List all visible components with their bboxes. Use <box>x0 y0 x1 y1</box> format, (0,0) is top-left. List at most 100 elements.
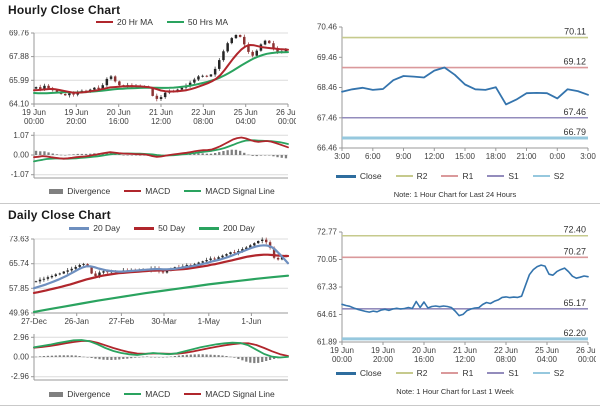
legend-label: 50 Hrs MA <box>187 17 229 27</box>
svg-text:57.85: 57.85 <box>9 284 30 293</box>
legend-item: MACD Signal Line <box>184 186 275 196</box>
svg-text:22 Jun: 22 Jun <box>494 346 518 355</box>
svg-text:1-May: 1-May <box>198 317 220 326</box>
svg-text:20:00: 20:00 <box>66 117 87 126</box>
svg-text:20 Jun: 20 Jun <box>107 108 131 117</box>
legend-item: Divergence <box>49 389 110 399</box>
legend-swatch <box>49 188 64 194</box>
svg-text:68.46: 68.46 <box>317 83 338 92</box>
svg-text:1-Jun: 1-Jun <box>241 317 261 326</box>
svg-text:12:00: 12:00 <box>455 355 476 364</box>
svg-text:70.46: 70.46 <box>317 23 338 32</box>
svg-text:19 Jun: 19 Jun <box>371 346 395 355</box>
svg-text:00:00: 00:00 <box>578 355 596 364</box>
svg-text:19 Jun: 19 Jun <box>64 108 88 117</box>
legend-label: Divergence <box>67 186 111 196</box>
svg-text:21 Jun: 21 Jun <box>453 346 477 355</box>
svg-text:-2.96: -2.96 <box>11 372 30 381</box>
legend-item: Close <box>335 171 382 181</box>
svg-text:0:00: 0:00 <box>550 152 566 161</box>
legend-swatch <box>124 393 142 395</box>
daily-pivot-note: Note: 1 Hour Chart for Last 1 Week <box>396 387 514 396</box>
svg-text:67.88: 67.88 <box>9 52 30 61</box>
legend-swatch <box>335 174 356 178</box>
legend-label: R1 <box>462 171 474 181</box>
daily-ma-legend: 20 Day 50 Day 200 Day <box>30 223 294 233</box>
svg-text:25 Jun: 25 Jun <box>234 108 258 117</box>
svg-text:66.79: 66.79 <box>563 127 586 137</box>
svg-text:15:00: 15:00 <box>455 152 476 161</box>
legend-label: 50 Day <box>158 223 186 233</box>
hourly-ma-legend: 20 Hr MA 50 Hrs MA <box>30 17 294 27</box>
svg-text:73.63: 73.63 <box>9 236 30 244</box>
legend-item: 50 Hrs MA <box>166 17 229 27</box>
svg-text:25 Jun: 25 Jun <box>535 346 559 355</box>
svg-text:0.00: 0.00 <box>13 353 29 362</box>
hourly-chart-title: Hourly Close Chart <box>8 3 121 17</box>
legend-label: MACD <box>145 389 171 399</box>
legend-item: R2 <box>395 368 427 378</box>
legend-swatch <box>166 21 184 23</box>
svg-text:04:00: 04:00 <box>236 117 257 126</box>
legend-swatch <box>441 372 459 374</box>
svg-text:3:00: 3:00 <box>580 152 596 161</box>
svg-text:08:00: 08:00 <box>496 355 517 364</box>
legend-item: S1 <box>487 368 519 378</box>
legend-item: Close <box>335 368 382 378</box>
svg-text:67.33: 67.33 <box>317 283 338 292</box>
legend-item: MACD <box>124 186 170 196</box>
legend-swatch <box>335 371 356 375</box>
svg-text:49.96: 49.96 <box>9 309 30 318</box>
svg-text:12:00: 12:00 <box>151 117 172 126</box>
svg-text:65.17: 65.17 <box>563 298 586 308</box>
legend-swatch <box>49 391 64 397</box>
legend-label: S1 <box>508 171 519 181</box>
legend-swatch <box>124 190 142 192</box>
svg-text:70.27: 70.27 <box>563 246 586 256</box>
legend-swatch <box>532 372 550 374</box>
svg-text:1.07: 1.07 <box>13 131 29 140</box>
svg-text:27-Dec: 27-Dec <box>21 317 47 326</box>
legend-swatch <box>199 226 220 230</box>
legend-swatch <box>532 175 550 177</box>
legend-swatch <box>95 21 113 23</box>
svg-text:67.46: 67.46 <box>317 113 338 122</box>
svg-text:65.74: 65.74 <box>9 259 30 268</box>
legend-label: 200 Day <box>223 223 255 233</box>
svg-text:69.46: 69.46 <box>317 53 338 62</box>
svg-text:64.61: 64.61 <box>317 310 338 319</box>
legend-label: Close <box>359 368 382 378</box>
daily-pivot-legend: Close R2 R1 S1 S2 <box>320 368 580 378</box>
legend-swatch <box>184 393 202 395</box>
legend-item: R2 <box>395 171 427 181</box>
legend-swatch <box>395 372 413 374</box>
daily-macd-legend: Divergence MACD MACD Signal Line <box>30 389 294 399</box>
legend-item: MACD Signal Line <box>184 389 275 399</box>
legend-item: S2 <box>532 171 564 181</box>
legend-swatch <box>395 175 413 177</box>
legend-swatch <box>69 226 90 230</box>
hourly-pivot-legend: Close R2 R1 S1 S2 <box>320 171 580 181</box>
svg-text:22 Jun: 22 Jun <box>191 108 215 117</box>
svg-text:19 Jun: 19 Jun <box>22 108 46 117</box>
svg-text:69.76: 69.76 <box>9 30 30 38</box>
legend-label: MACD Signal Line <box>205 389 275 399</box>
svg-text:64.10: 64.10 <box>9 100 30 109</box>
legend-item: 20 Hr MA <box>95 17 153 27</box>
svg-text:00:00: 00:00 <box>332 355 353 364</box>
legend-item: Divergence <box>49 186 110 196</box>
hourly-pivot-note: Note: 1 Hour Chart for Last 24 Hours <box>393 190 517 199</box>
svg-text:72.40: 72.40 <box>563 225 586 235</box>
svg-text:2.96: 2.96 <box>13 333 29 342</box>
legend-label: MACD <box>145 186 171 196</box>
svg-text:62.20: 62.20 <box>563 328 586 338</box>
svg-text:70.11: 70.11 <box>564 27 586 37</box>
svg-text:00:00: 00:00 <box>278 117 296 126</box>
legend-label: Close <box>359 171 382 181</box>
legend-item: 20 Day <box>69 223 120 233</box>
legend-swatch <box>184 190 202 192</box>
svg-text:26 Jun: 26 Jun <box>276 108 296 117</box>
svg-text:04:00: 04:00 <box>537 355 558 364</box>
legend-label: R1 <box>462 368 474 378</box>
svg-text:16:00: 16:00 <box>109 117 130 126</box>
